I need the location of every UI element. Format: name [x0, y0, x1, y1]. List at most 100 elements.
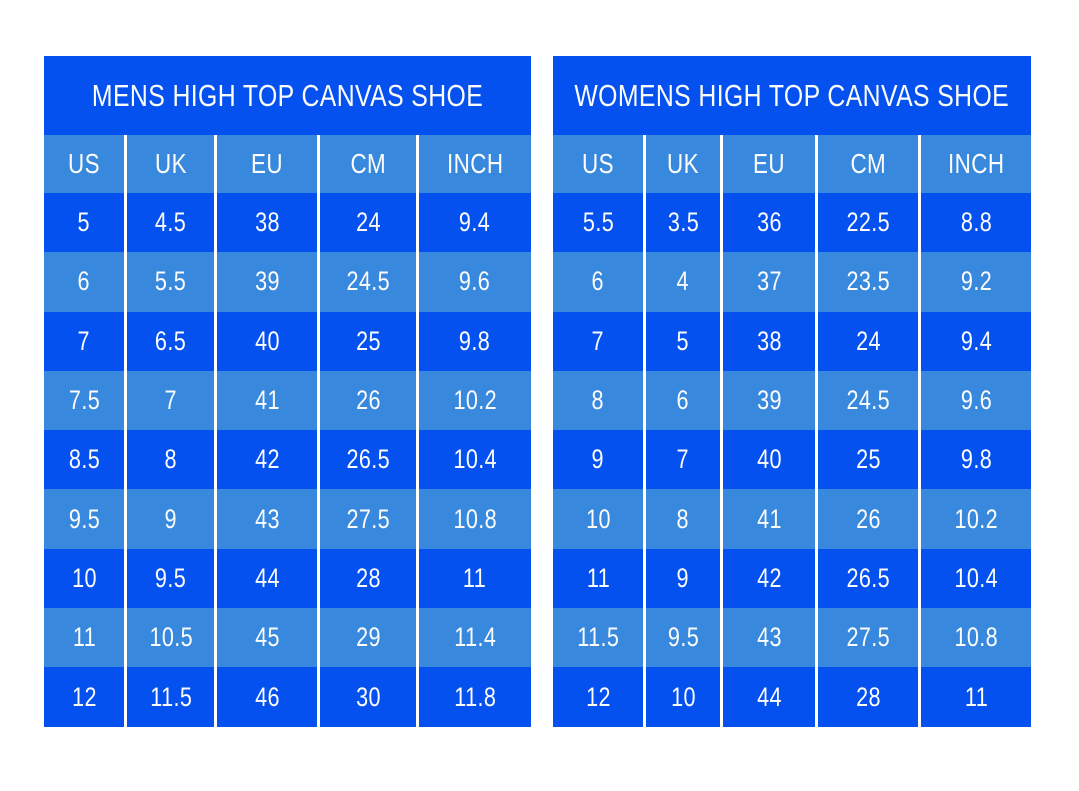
size-cell-uk: 8: [124, 430, 216, 490]
size-cell-value: 10.5: [149, 622, 193, 653]
size-cell-value: 40: [254, 325, 280, 356]
size-cell-inch: 11: [416, 548, 531, 609]
size-cell-value: 10: [71, 562, 97, 593]
size-cell-value: 8: [677, 503, 690, 534]
size-cell-inch: 10.2: [918, 489, 1031, 549]
size-cell-cm: 30: [317, 667, 418, 727]
column-header-cm: CM: [815, 135, 920, 193]
size-cell-value: 24: [855, 325, 881, 356]
size-cell-inch: 9.6: [416, 252, 531, 312]
size-cell-cm: 22.5: [815, 193, 920, 253]
size-cell-us: 12: [553, 667, 645, 727]
size-cell-value: 29: [355, 622, 381, 653]
size-cell-cm: 25: [317, 311, 418, 371]
size-row: 8 6 39 24.5 9.6: [553, 370, 1031, 431]
column-header-label: UK: [154, 148, 187, 179]
size-cell-cm: 26: [317, 370, 418, 431]
column-header-us: US: [553, 135, 645, 193]
size-cell-eu: 38: [720, 311, 817, 371]
size-cell-us: 7.5: [44, 370, 126, 431]
size-cell-eu: 42: [214, 430, 319, 490]
womens-size-table: WOMENS HIGH TOP CANVAS SHOE US UK EU CM INCH…: [553, 56, 1031, 727]
size-cell-uk: 7: [124, 370, 216, 431]
size-cell-value: 39: [254, 266, 280, 297]
size-cell-eu: 39: [214, 252, 319, 312]
size-cell-value: 10.8: [954, 622, 998, 653]
column-header-uk: UK: [124, 135, 216, 193]
size-cell-uk: 3.5: [643, 193, 722, 253]
size-row: 11 10.5 45 29 11.4: [44, 608, 531, 668]
size-cell-value: 11: [964, 681, 988, 712]
mens-table-title-text: MENS HIGH TOP CANVAS SHOE: [91, 77, 484, 113]
size-cell-cm: 28: [815, 667, 920, 727]
column-header-cm: CM: [317, 135, 418, 193]
size-row: 9.5 9 43 27.5 10.8: [44, 489, 531, 549]
size-cell-uk: 5: [643, 311, 722, 371]
size-cell-eu: 41: [214, 370, 319, 431]
size-cell-value: 25: [855, 444, 881, 475]
column-header-us: US: [44, 135, 126, 193]
size-cell-value: 9.6: [459, 266, 491, 297]
size-cell-value: 10.8: [453, 503, 497, 534]
size-cell-value: 9.5: [155, 562, 187, 593]
size-cell-value: 22.5: [846, 207, 891, 238]
size-cell-value: 9.8: [459, 325, 491, 356]
column-header-inch: INCH: [918, 135, 1031, 193]
size-cell-value: 26.5: [846, 562, 891, 593]
size-cell-us: 11: [553, 548, 645, 609]
size-cell-uk: 9.5: [124, 548, 216, 609]
size-cell-value: 9.4: [960, 325, 992, 356]
size-cell-value: 6: [77, 266, 91, 297]
column-header-uk: UK: [643, 135, 722, 193]
size-row: 7.5 7 41 26 10.2: [44, 370, 531, 431]
size-cell-cm: 24: [815, 311, 920, 371]
size-cell-value: 46: [254, 681, 280, 712]
size-cell-value: 9.5: [68, 503, 100, 534]
size-cell-inch: 10.2: [416, 370, 531, 431]
size-cell-us: 9: [553, 430, 645, 490]
size-cell-value: 23.5: [846, 266, 891, 297]
size-cell-value: 10: [670, 681, 696, 712]
size-cell-eu: 43: [214, 489, 319, 549]
size-cell-value: 5.5: [155, 266, 187, 297]
size-cell-value: 11.4: [453, 622, 497, 653]
size-cell-eu: 38: [214, 193, 319, 253]
size-cell-uk: 9: [643, 548, 722, 609]
size-cell-cm: 25: [815, 430, 920, 490]
mens-table-title: MENS HIGH TOP CANVAS SHOE: [44, 56, 531, 135]
size-cell-value: 43: [756, 622, 782, 653]
size-cell-cm: 24.5: [317, 252, 418, 312]
size-cell-us: 11.5: [553, 608, 645, 668]
size-cell-value: 3.5: [667, 207, 699, 238]
size-cell-inch: 11.8: [416, 667, 531, 727]
size-cell-uk: 5.5: [124, 252, 216, 312]
size-cell-value: 7: [677, 444, 690, 475]
size-cell-cm: 23.5: [815, 252, 920, 312]
size-cell-us: 6: [44, 252, 126, 312]
size-cell-value: 10.2: [453, 385, 497, 416]
size-cell-value: 9.8: [960, 444, 992, 475]
size-cell-value: 39: [756, 385, 782, 416]
size-cell-value: 6.5: [155, 325, 187, 356]
column-header-label: CM: [350, 148, 386, 179]
size-cell-eu: 43: [720, 608, 817, 668]
size-cell-value: 7: [77, 325, 91, 356]
size-row: 11.5 9.5 43 27.5 10.8: [553, 608, 1031, 668]
size-cell-inch: 10.4: [918, 548, 1031, 609]
size-cell-value: 9: [591, 444, 605, 475]
size-cell-value: 10.4: [954, 562, 998, 593]
size-cell-uk: 10: [643, 667, 722, 727]
size-row: 6 5.5 39 24.5 9.6: [44, 252, 531, 312]
size-cell-eu: 41: [720, 489, 817, 549]
size-cell-inch: 9.4: [918, 311, 1031, 371]
size-cell-value: 10.2: [954, 503, 998, 534]
size-cell-value: 27.5: [846, 622, 891, 653]
size-cell-value: 8.5: [68, 444, 100, 475]
size-row: 12 10 44 28 11: [553, 667, 1031, 727]
size-cell-uk: 8: [643, 489, 722, 549]
size-cell-value: 12: [585, 681, 611, 712]
column-header-eu: EU: [720, 135, 817, 193]
size-cell-uk: 4: [643, 252, 722, 312]
size-cell-value: 26.5: [346, 444, 390, 475]
size-cell-value: 26: [855, 503, 881, 534]
